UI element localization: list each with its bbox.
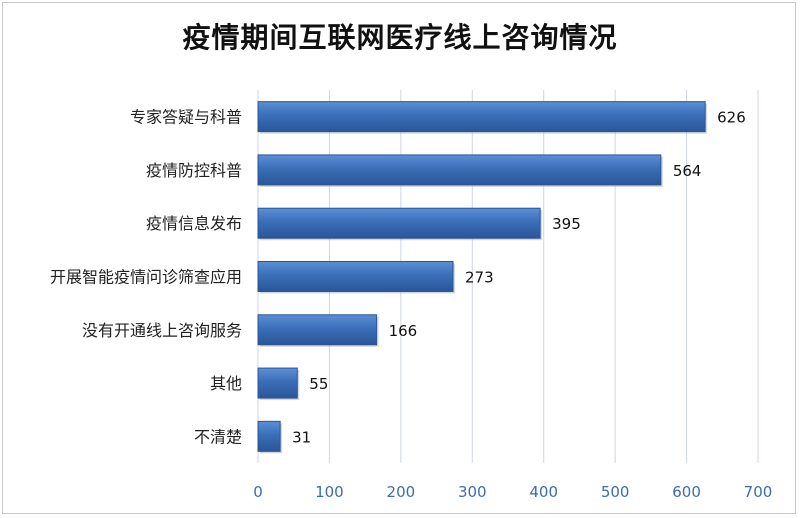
category-label: 专家答疑与科普 — [130, 108, 242, 127]
x-tick-label: 0 — [253, 483, 263, 501]
x-tick-label: 600 — [672, 483, 701, 501]
bar — [257, 154, 662, 186]
category-label: 疫情防控科普 — [146, 161, 242, 180]
category-label: 疫情信息发布 — [146, 214, 242, 233]
bar — [257, 101, 706, 133]
category-label: 其他 — [210, 374, 242, 393]
bar — [257, 261, 454, 292]
chart-title: 疫情期间互联网医疗线上咨询情况 — [182, 21, 618, 54]
x-tick-label: 700 — [744, 483, 773, 501]
category-label: 没有开通线上咨询服务 — [82, 321, 242, 340]
bar — [257, 314, 378, 346]
x-tick-label: 300 — [458, 483, 487, 501]
value-labels: 626 564 395 273 166 55 31 — [292, 109, 746, 447]
x-tick-label: 400 — [529, 483, 558, 501]
value-label: 395 — [552, 215, 581, 233]
value-label: 273 — [465, 269, 494, 287]
category-labels: 专家答疑与科普疫情防控科普疫情信息发布开展智能疫情问诊筛查应用没有开通线上咨询服… — [50, 108, 242, 447]
bar — [257, 207, 541, 239]
value-label: 166 — [389, 322, 418, 340]
x-tick-label: 100 — [315, 483, 344, 501]
x-tick-label: 200 — [387, 483, 416, 501]
x-tick-label: 500 — [601, 483, 630, 501]
value-label: 55 — [309, 375, 328, 393]
x-axis-ticks: 0 100 200 300 400 500 600 700 — [253, 483, 772, 501]
bars — [257, 101, 708, 454]
bar — [257, 367, 298, 399]
category-label: 开展智能疫情问诊筛查应用 — [50, 268, 242, 287]
value-label: 564 — [673, 162, 702, 180]
category-label: 不清楚 — [194, 427, 242, 446]
value-label: 31 — [292, 428, 311, 446]
bar — [257, 420, 281, 452]
value-label: 626 — [717, 109, 746, 127]
